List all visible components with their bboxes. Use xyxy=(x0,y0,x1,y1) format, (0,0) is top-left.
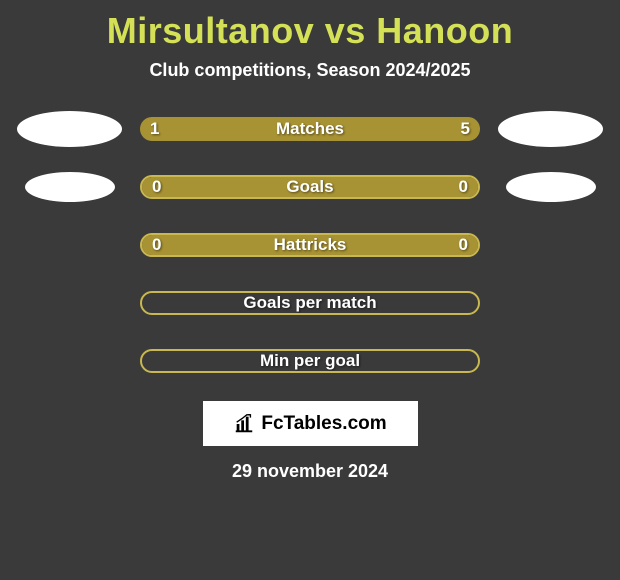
comparison-widget: Mirsultanov vs Hanoon Club competitions,… xyxy=(0,0,620,482)
stat-row: 00Goals xyxy=(0,169,620,205)
player-avatar-right xyxy=(498,111,603,147)
bar-label: Goals xyxy=(142,177,478,197)
stat-row: 15Matches xyxy=(0,111,620,147)
stat-bar: 00Hattricks xyxy=(140,233,480,257)
avatar-slot-left xyxy=(17,227,122,263)
avatar-slot-left xyxy=(17,343,122,379)
avatar-slot-right xyxy=(498,227,603,263)
date-text: 29 november 2024 xyxy=(0,461,620,482)
bar-label: Goals per match xyxy=(142,293,478,313)
stat-row: Min per goal xyxy=(0,343,620,379)
stat-row: 00Hattricks xyxy=(0,227,620,263)
bar-label: Min per goal xyxy=(142,351,478,371)
stat-bar: 15Matches xyxy=(140,117,480,141)
logo-text: FcTables.com xyxy=(261,413,386,435)
stat-bar: Goals per match xyxy=(140,291,480,315)
avatar-slot-right xyxy=(498,111,603,147)
bar-label: Matches xyxy=(140,117,480,141)
avatar-slot-right xyxy=(498,343,603,379)
avatar-slot-left xyxy=(17,169,122,205)
stat-bar: 00Goals xyxy=(140,175,480,199)
page-title: Mirsultanov vs Hanoon xyxy=(0,10,620,52)
stat-row: Goals per match xyxy=(0,285,620,321)
avatar-slot-left xyxy=(17,111,122,147)
subtitle: Club competitions, Season 2024/2025 xyxy=(0,60,620,81)
avatar-slot-right xyxy=(498,169,603,205)
player-avatar-right xyxy=(506,172,596,202)
bar-chart-icon xyxy=(233,413,255,435)
bars-container: 15Matches 00Goals 00Hattricks Goals per mat… xyxy=(0,111,620,379)
avatar-slot-right xyxy=(498,285,603,321)
logo-box[interactable]: FcTables.com xyxy=(203,401,418,446)
bar-label: Hattricks xyxy=(142,235,478,255)
avatar-slot-left xyxy=(17,285,122,321)
stat-bar: Min per goal xyxy=(140,349,480,373)
player-avatar-left xyxy=(17,111,122,147)
player-avatar-left xyxy=(25,172,115,202)
